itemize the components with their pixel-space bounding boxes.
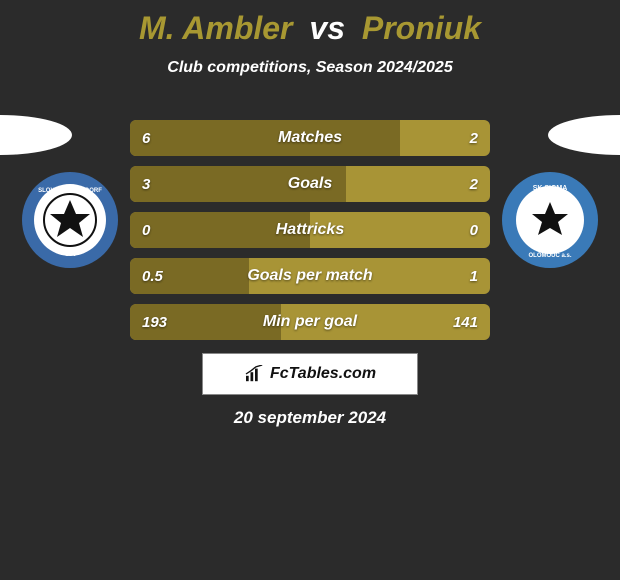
svg-text:SK SIGMA: SK SIGMA <box>533 185 568 192</box>
brand-text: FcTables.com <box>244 365 376 383</box>
svg-text:SK: SK <box>64 249 75 258</box>
chart-icon <box>244 365 266 383</box>
player-b-photo <box>548 115 620 155</box>
stat-label: Goals <box>130 166 490 202</box>
stat-row: 193141Min per goal <box>130 304 490 340</box>
stats-container: 62Matches 32Goals 00Hattricks 0.51Goals per… <box>130 120 490 350</box>
comparison-title: M. Ambler vs Proniuk <box>0 0 620 47</box>
subtitle: Club competitions, Season 2024/2025 <box>0 59 620 77</box>
stat-row: 32Goals <box>130 166 490 202</box>
player-a-photo <box>0 115 72 155</box>
team-b-logo: SK SIGMA OLOMOUC a.s. <box>500 170 600 270</box>
vs-text: vs <box>309 10 345 46</box>
stat-label: Min per goal <box>130 304 490 340</box>
stat-label: Matches <box>130 120 490 156</box>
player-a-name: M. Ambler <box>139 10 293 46</box>
stat-row: 0.51Goals per match <box>130 258 490 294</box>
brand-label: FcTables.com <box>270 365 376 383</box>
date-text: 20 september 2024 <box>0 408 620 428</box>
stat-row: 62Matches <box>130 120 490 156</box>
stat-row: 00Hattricks <box>130 212 490 248</box>
svg-text:SLOVAN VARNSDORF: SLOVAN VARNSDORF <box>38 188 102 194</box>
svg-text:OLOMOUC a.s.: OLOMOUC a.s. <box>528 253 571 259</box>
team-a-logo: SLOVAN VARNSDORF SK <box>20 170 120 270</box>
player-b-name: Proniuk <box>362 10 481 46</box>
stat-label: Goals per match <box>130 258 490 294</box>
brand-box: FcTables.com <box>202 353 418 395</box>
stat-label: Hattricks <box>130 212 490 248</box>
